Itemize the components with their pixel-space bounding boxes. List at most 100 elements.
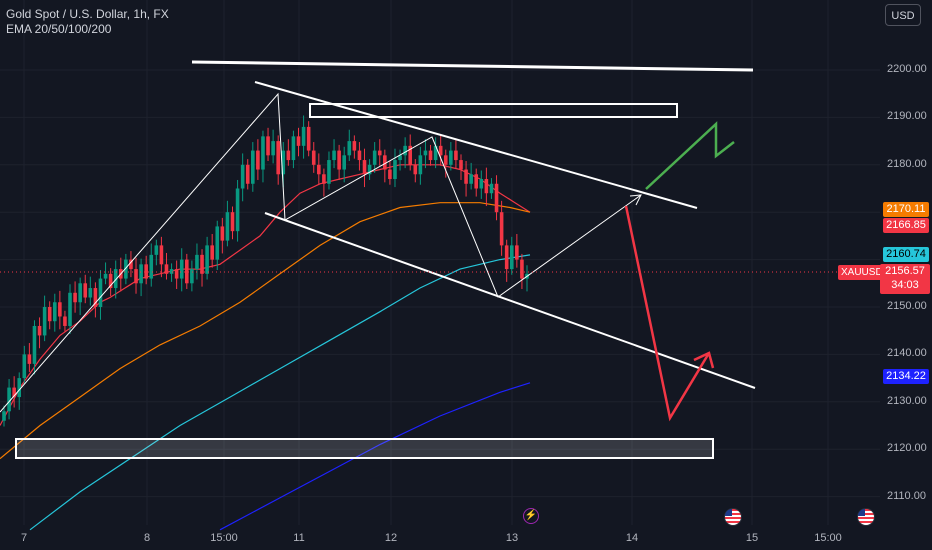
candle-body [27, 354, 32, 364]
candle-body [78, 283, 82, 303]
candle-body [103, 273, 108, 279]
candle-body [93, 288, 98, 307]
ema-line [219, 382, 531, 531]
candle-body [2, 411, 6, 421]
candle-body [423, 150, 428, 156]
candle-body [403, 145, 407, 156]
candle-body [499, 212, 504, 246]
demand-zone-box[interactable] [15, 438, 714, 459]
last-price-badge: 2156.57 34:03 [880, 264, 930, 294]
candle-body [306, 126, 311, 151]
top-resistance-line[interactable] [191, 60, 754, 72]
us-flag-icon[interactable] [724, 508, 742, 526]
candle-body [68, 292, 72, 326]
candle-body [154, 245, 159, 255]
currency-button[interactable]: USD [885, 4, 921, 26]
candle-body [342, 155, 347, 170]
candle-body [17, 378, 22, 398]
supply-zone-box[interactable] [309, 103, 678, 118]
candle-body [134, 269, 138, 284]
candle-body [413, 164, 418, 175]
bearish-arrow[interactable] [624, 205, 711, 422]
candle-body [164, 264, 169, 274]
candle-body [469, 174, 473, 184]
candle-body [515, 245, 519, 260]
candle-body [47, 307, 52, 322]
candle-body [276, 141, 280, 175]
candle-body [210, 245, 214, 260]
candle-body [418, 155, 423, 175]
ema-line [29, 254, 531, 531]
price-level-badge: 2166.85 [883, 218, 929, 233]
candle-body [174, 269, 179, 279]
projection-path[interactable] [0, 92, 642, 413]
price-axis-label: 2190.00 [887, 110, 927, 123]
candle-body [520, 259, 524, 279]
candle-body [301, 126, 306, 146]
time-axis-label: 15 [745, 532, 759, 544]
symbol-title[interactable]: Gold Spot / U.S. Dollar, 1h, FX [6, 7, 169, 21]
candle-body [108, 273, 113, 289]
candle-body [347, 141, 352, 156]
candle-body [489, 183, 494, 194]
user-drawings[interactable] [0, 60, 756, 459]
candle-body [113, 269, 118, 289]
candle-body [195, 254, 199, 270]
time-axis-label: 13 [505, 532, 519, 544]
candle-body [42, 307, 47, 336]
last-price: 2156.57 [885, 265, 925, 277]
candle-body [139, 264, 143, 284]
candle-body [327, 160, 331, 184]
candle-body [317, 164, 321, 175]
candle-body [256, 150, 260, 170]
candle-body [352, 141, 357, 151]
bar-countdown: 34:03 [891, 279, 919, 291]
candle-body [504, 245, 509, 270]
candle-body [240, 164, 245, 189]
flag-canton [858, 509, 865, 516]
chart-header: Gold Spot / U.S. Dollar, 1h, FX EMA 20/5… [6, 7, 169, 37]
time-axis-label: 12 [384, 532, 398, 544]
symbol-badge: XAUUSD [838, 265, 886, 280]
candle-body [58, 302, 62, 317]
time-axis-label: 11 [293, 532, 305, 544]
price-axis-label: 2120.00 [887, 442, 927, 455]
candle-body [7, 387, 11, 412]
candle-body [169, 269, 174, 274]
price-level-badge: 2134.22 [883, 369, 929, 384]
indicator-legend[interactable]: EMA 20/50/100/200 [6, 22, 112, 36]
candle-body [443, 155, 448, 165]
bearish-arrowhead [693, 351, 715, 369]
candle-body [281, 150, 286, 175]
candle-body [159, 245, 164, 265]
candle-body [474, 174, 479, 189]
candle-body [372, 150, 377, 165]
bullish-arrow[interactable] [645, 121, 735, 190]
candle-body [388, 169, 392, 180]
candle-body [190, 269, 194, 284]
candle-body [433, 145, 438, 161]
time-axis-label: 14 [625, 532, 639, 544]
candle-body [220, 226, 225, 241]
candle-body [149, 254, 154, 279]
channel-lower-line[interactable] [264, 212, 756, 389]
candle-body [428, 150, 433, 161]
candle-body [398, 155, 402, 161]
candle-body [408, 145, 413, 165]
candle-body [438, 145, 443, 156]
candle-body [73, 292, 77, 303]
candle-body [337, 150, 341, 170]
us-flag-icon[interactable] [857, 508, 875, 526]
ema-lines [0, 164, 531, 531]
candle-body [296, 136, 301, 146]
price-level-badge: 2160.74 [883, 247, 929, 262]
price-axis-label: 2200.00 [887, 63, 927, 75]
candle-body [393, 160, 397, 180]
price-axis-label: 2150.00 [887, 300, 927, 312]
lightning-icon[interactable]: ⚡ [523, 508, 539, 524]
candle-body [494, 183, 499, 213]
price-level-badge: 2170.11 [883, 202, 929, 217]
flag-canton [725, 509, 732, 516]
time-axis-label: 15:00 [210, 532, 238, 544]
